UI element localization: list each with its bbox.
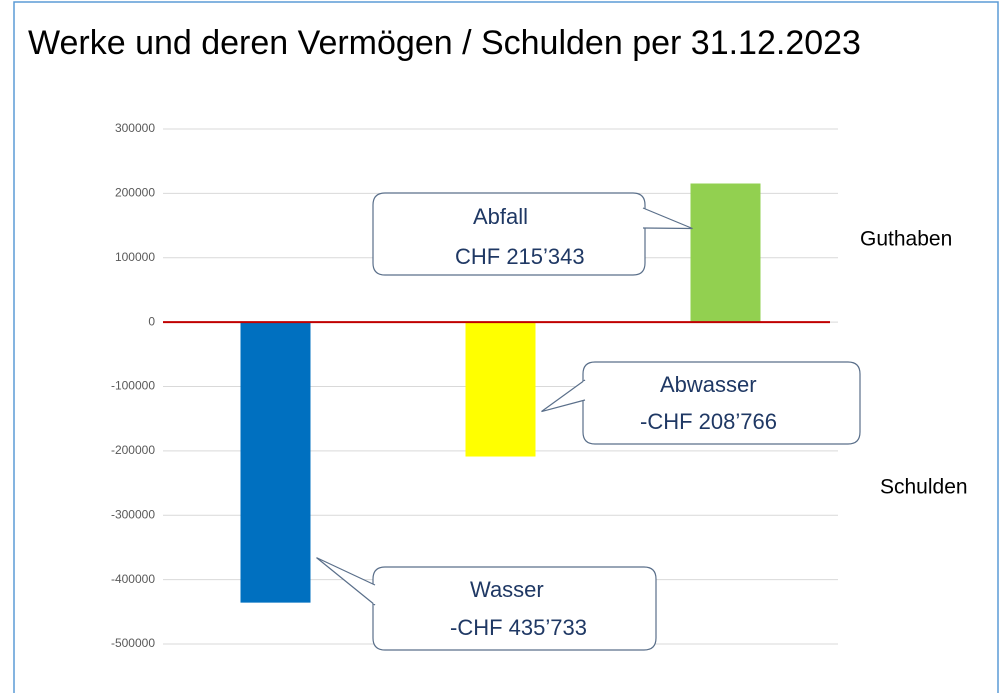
bar	[240, 322, 311, 603]
value-label: -CHF 435’733	[450, 615, 587, 640]
y-tick-label: 300000	[115, 121, 155, 135]
value-label: CHF 215’343	[455, 244, 585, 269]
y-tick-label: -100000	[111, 379, 155, 393]
chart-title: Werke und deren Vermögen / Schulden per …	[28, 24, 861, 62]
annotation: Guthaben	[860, 228, 952, 251]
y-tick-label: -300000	[111, 507, 155, 521]
y-tick-label: 200000	[115, 186, 155, 200]
y-tick-label: 0	[148, 314, 155, 328]
callout-name: Wasser	[470, 577, 544, 602]
bar	[690, 183, 761, 323]
value-label: -CHF 208’766	[640, 409, 777, 434]
bar	[465, 322, 536, 457]
callout-pointer	[541, 379, 586, 413]
callout-pointer	[642, 207, 693, 230]
y-tick-label: 100000	[115, 250, 155, 264]
y-tick-label: -200000	[111, 443, 155, 457]
y-tick-label: -500000	[111, 636, 155, 650]
callout-pointer	[316, 557, 376, 606]
callout-name: Abfall	[473, 204, 528, 229]
y-tick-label: -400000	[111, 572, 155, 586]
callout	[372, 566, 657, 651]
callout	[372, 192, 646, 276]
callout-name: Abwasser	[660, 372, 757, 397]
annotation: Schulden	[880, 476, 968, 499]
callout	[582, 361, 861, 445]
